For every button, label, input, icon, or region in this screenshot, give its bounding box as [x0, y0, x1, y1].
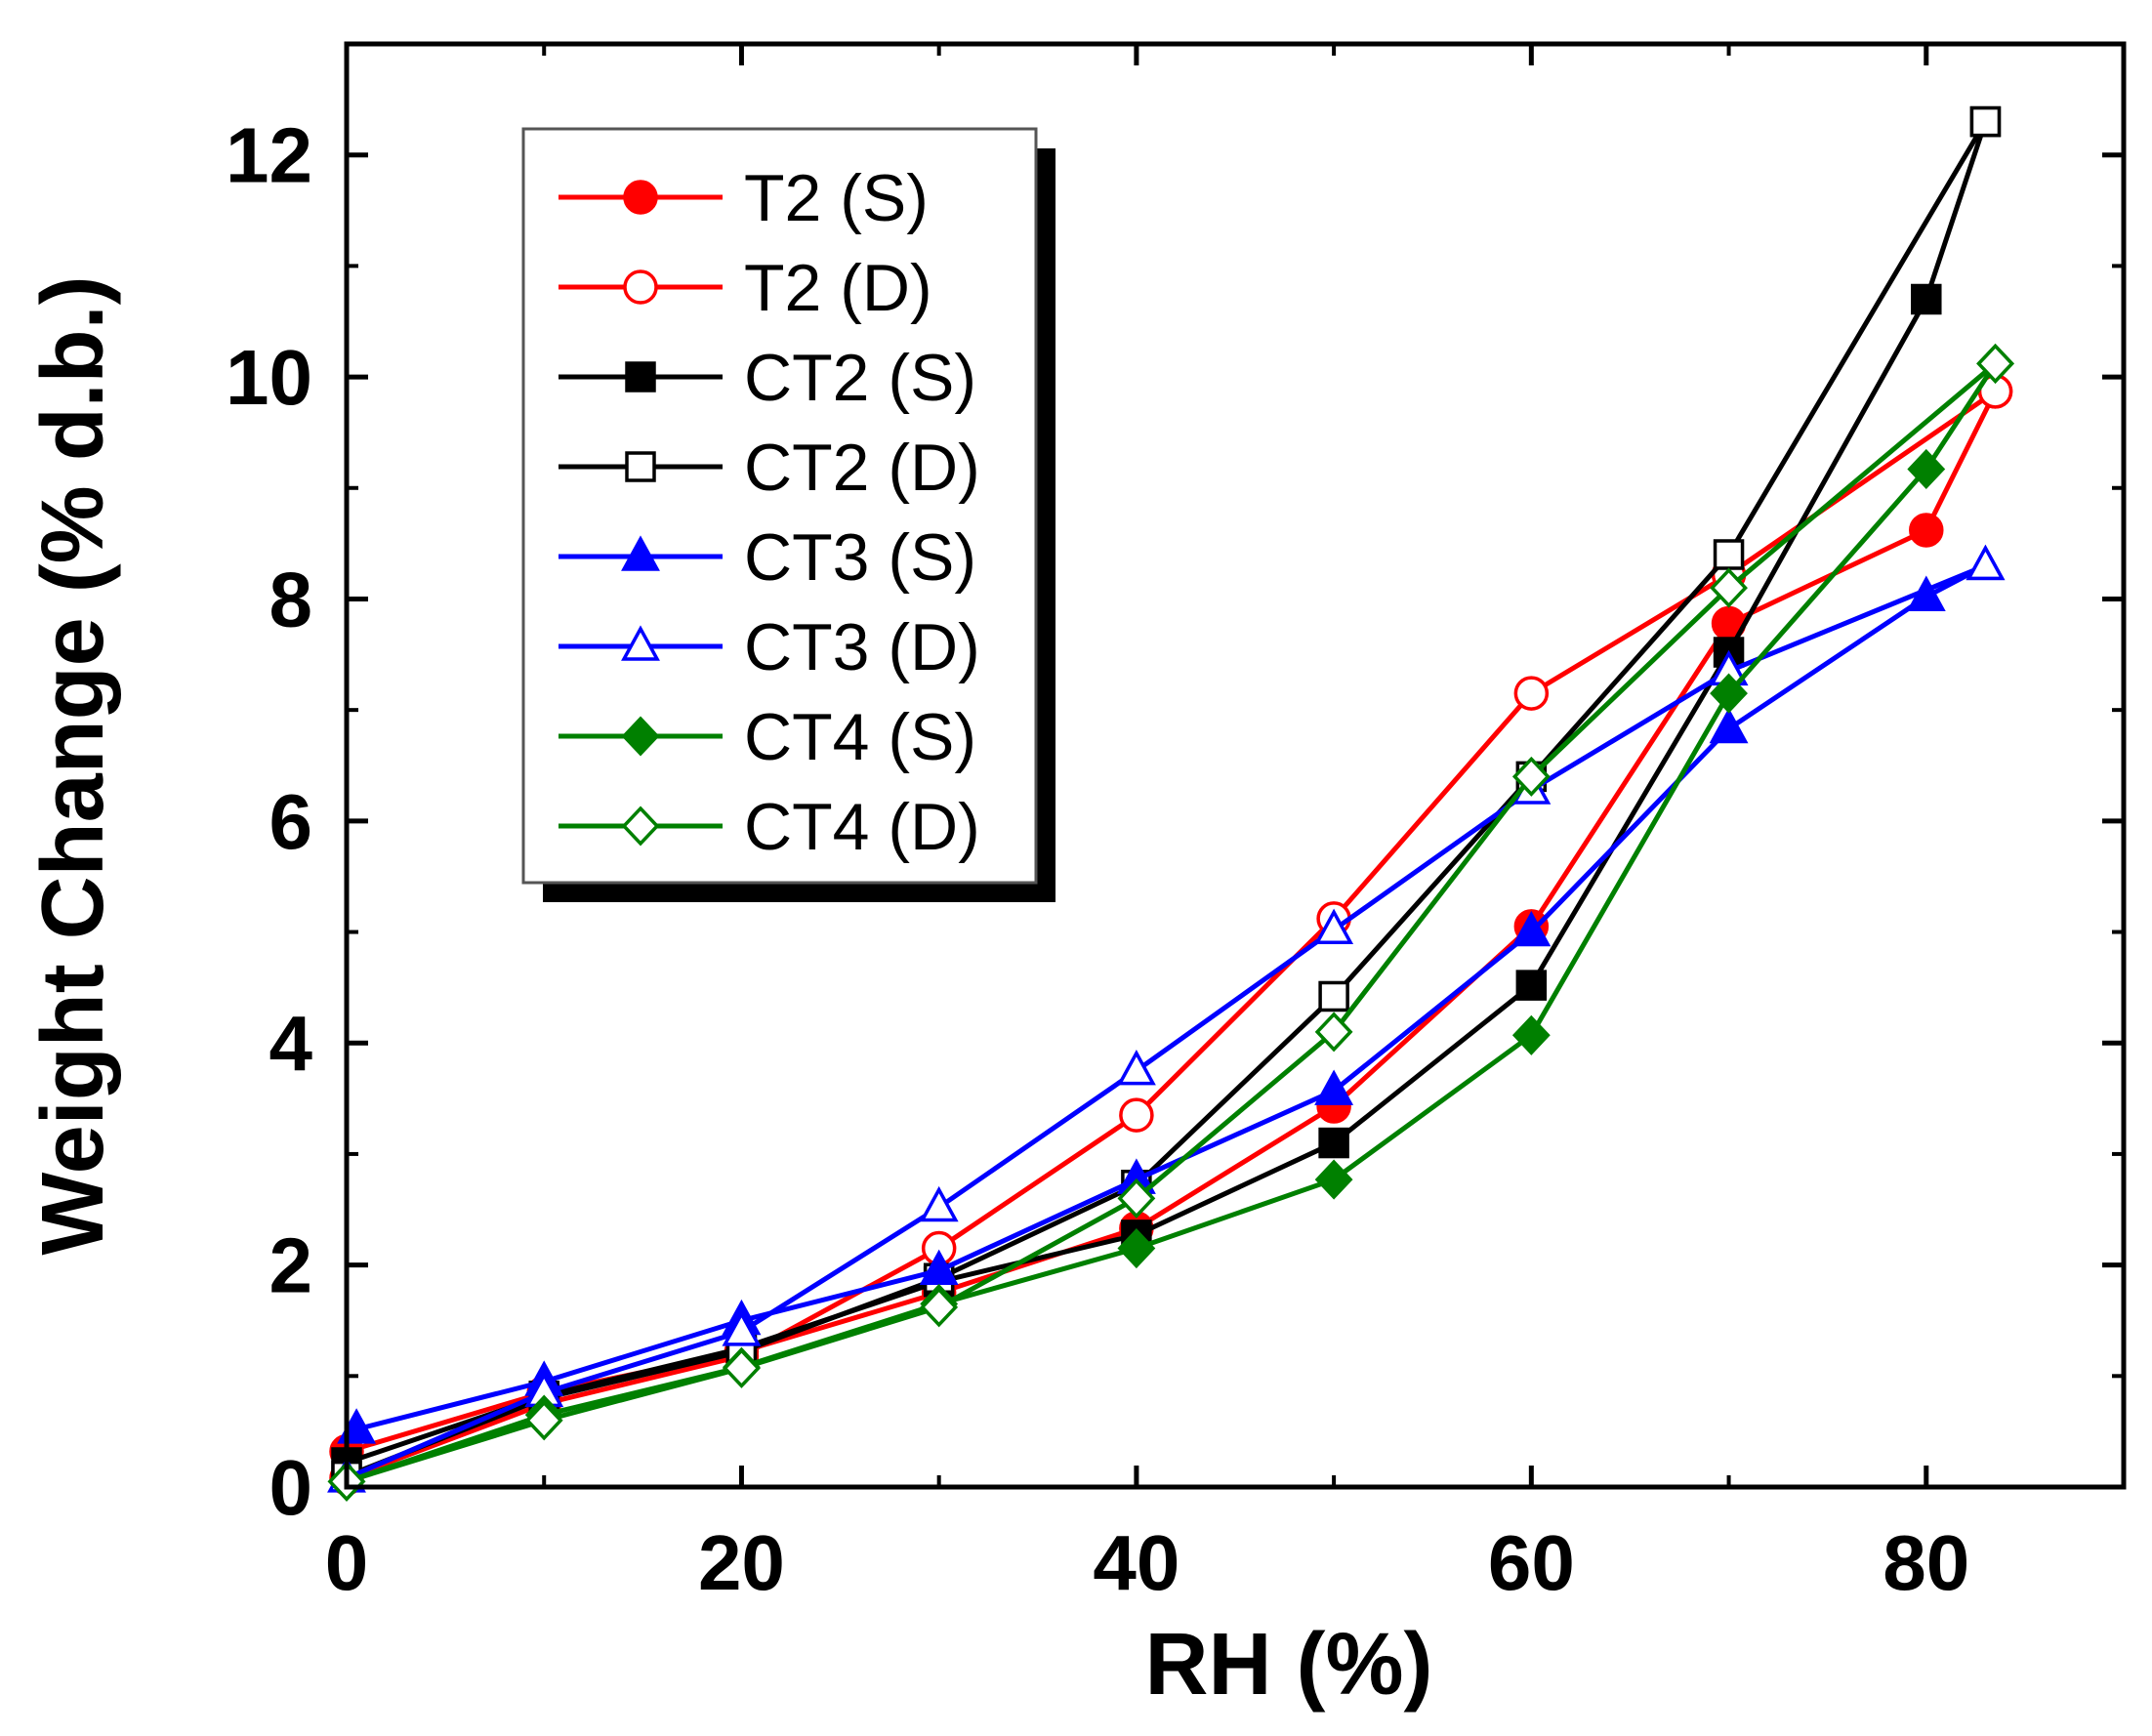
data-point-t2-d: [1513, 676, 1550, 711]
data-point-ct3-d: [1314, 908, 1354, 945]
legend-entry-ct2-d: CT2 (D): [559, 431, 980, 505]
series-ct4-d: [327, 343, 2014, 1502]
legend-label: CT2 (S): [744, 341, 976, 415]
legend-label: CT2 (D): [744, 431, 980, 505]
legend-marker: [621, 535, 660, 571]
data-point-ct4-s: [1710, 673, 1748, 714]
data-point-ct3-d: [722, 1310, 762, 1346]
data-point-ct4-d: [920, 1287, 959, 1328]
data-point-ct4-s: [1314, 1159, 1353, 1200]
y-tick-label: 2: [269, 1222, 313, 1309]
plot-frame: [344, 41, 2127, 1490]
data-point-ct4-s: [1117, 1228, 1156, 1269]
x-tick-label: 60: [1488, 1519, 1575, 1606]
x-tick-label: 0: [325, 1519, 369, 1606]
data-point-ct2-s: [1911, 283, 1942, 315]
data-point-ct3-s: [1511, 910, 1552, 947]
legend-marker: [621, 625, 660, 661]
data-point-ct3-s: [1709, 707, 1749, 744]
legend-entry-t2-d: T2 (D): [559, 251, 932, 325]
data-point-t2-d: [1119, 1097, 1154, 1133]
data-point-ct4-s: [1907, 448, 1946, 489]
data-point-ct2-s: [1515, 970, 1548, 1001]
x-tick-label: 80: [1883, 1519, 1969, 1606]
legend-marker: [621, 716, 660, 757]
series-layer: [327, 105, 2014, 1502]
data-point-ct3-d: [1116, 1050, 1156, 1086]
series-line-ct3-s: [355, 563, 1987, 1432]
legend-entry-ct3-d: CT3 (D): [559, 610, 980, 684]
data-point-ct4-d: [524, 1400, 563, 1441]
x-tick-label: 40: [1093, 1519, 1179, 1606]
legend: T2 (S) T2 (D) CT2 (S) CT2 (D) CT3 (S) CT3 (D)…: [521, 127, 1055, 902]
data-point-ct3-s: [1314, 1069, 1354, 1105]
data-point-ct4-d: [1976, 343, 2014, 384]
ticks-layer: 0 20 40 60 80 0 2 4 6 8 10 12: [226, 42, 2126, 1606]
legend-label: T2 (D): [744, 251, 932, 325]
x-tick-label: 20: [698, 1519, 785, 1606]
data-point-ct4-d: [1314, 1012, 1353, 1053]
data-point-t2-s: [1909, 513, 1944, 548]
series-line-ct2-s: [346, 120, 1988, 1466]
legend-entry-t2-s: T2 (S): [559, 161, 929, 235]
data-point-ct4-d: [1511, 756, 1551, 797]
y-tick-label: 12: [226, 112, 312, 199]
data-point-ct4-d: [1117, 1178, 1156, 1219]
legend-entry-ct3-s: CT3 (S): [559, 520, 976, 595]
legend-entry-ct2-s: CT2 (S): [559, 341, 976, 415]
data-point-ct4-s: [1511, 1014, 1551, 1055]
legend-label: CT3 (S): [744, 520, 976, 595]
legend-entry-ct4-d: CT4 (D): [559, 790, 980, 864]
y-tick-label: 0: [269, 1444, 313, 1531]
series-line-ct4-s: [346, 362, 1998, 1484]
data-point-ct2-s: [1318, 1127, 1349, 1159]
data-point-ct3-s: [919, 1249, 959, 1286]
y-tick-label: 10: [226, 334, 312, 421]
data-point-ct2-d: [1713, 539, 1745, 570]
legend-items: T2 (S) T2 (D) CT2 (S) CT2 (D) CT3 (S) CT3 (D)…: [559, 161, 980, 864]
data-point-ct3-d: [919, 1185, 959, 1222]
legend-marker: [621, 806, 660, 847]
legend-box: [521, 127, 1038, 885]
data-point-ct3-d: [1966, 544, 2006, 581]
legend-marker: [623, 180, 658, 215]
legend-marker: [625, 361, 656, 393]
data-point-ct4-d: [1710, 567, 1748, 608]
data-point-ct2-d: [1318, 980, 1349, 1013]
y-tick-label: 4: [269, 1000, 313, 1087]
y-tick-label: 6: [269, 778, 313, 865]
legend-label: T2 (S): [744, 161, 929, 235]
legend-label: CT4 (D): [744, 790, 980, 864]
legend-marker: [625, 451, 656, 482]
data-point-ct2-d: [1969, 105, 2002, 138]
y-tick-label: 8: [269, 556, 313, 642]
y-axis-title: Weight Change (% d.b.): [24, 275, 122, 1255]
legend-label: CT3 (D): [744, 610, 980, 684]
data-point-ct4-d: [723, 1347, 761, 1388]
legend-label: CT4 (S): [744, 700, 976, 774]
legend-entry-ct4-s: CT4 (S): [559, 700, 976, 774]
legend-marker: [623, 269, 658, 305]
x-axis-title: RH (%): [1145, 1616, 1433, 1714]
